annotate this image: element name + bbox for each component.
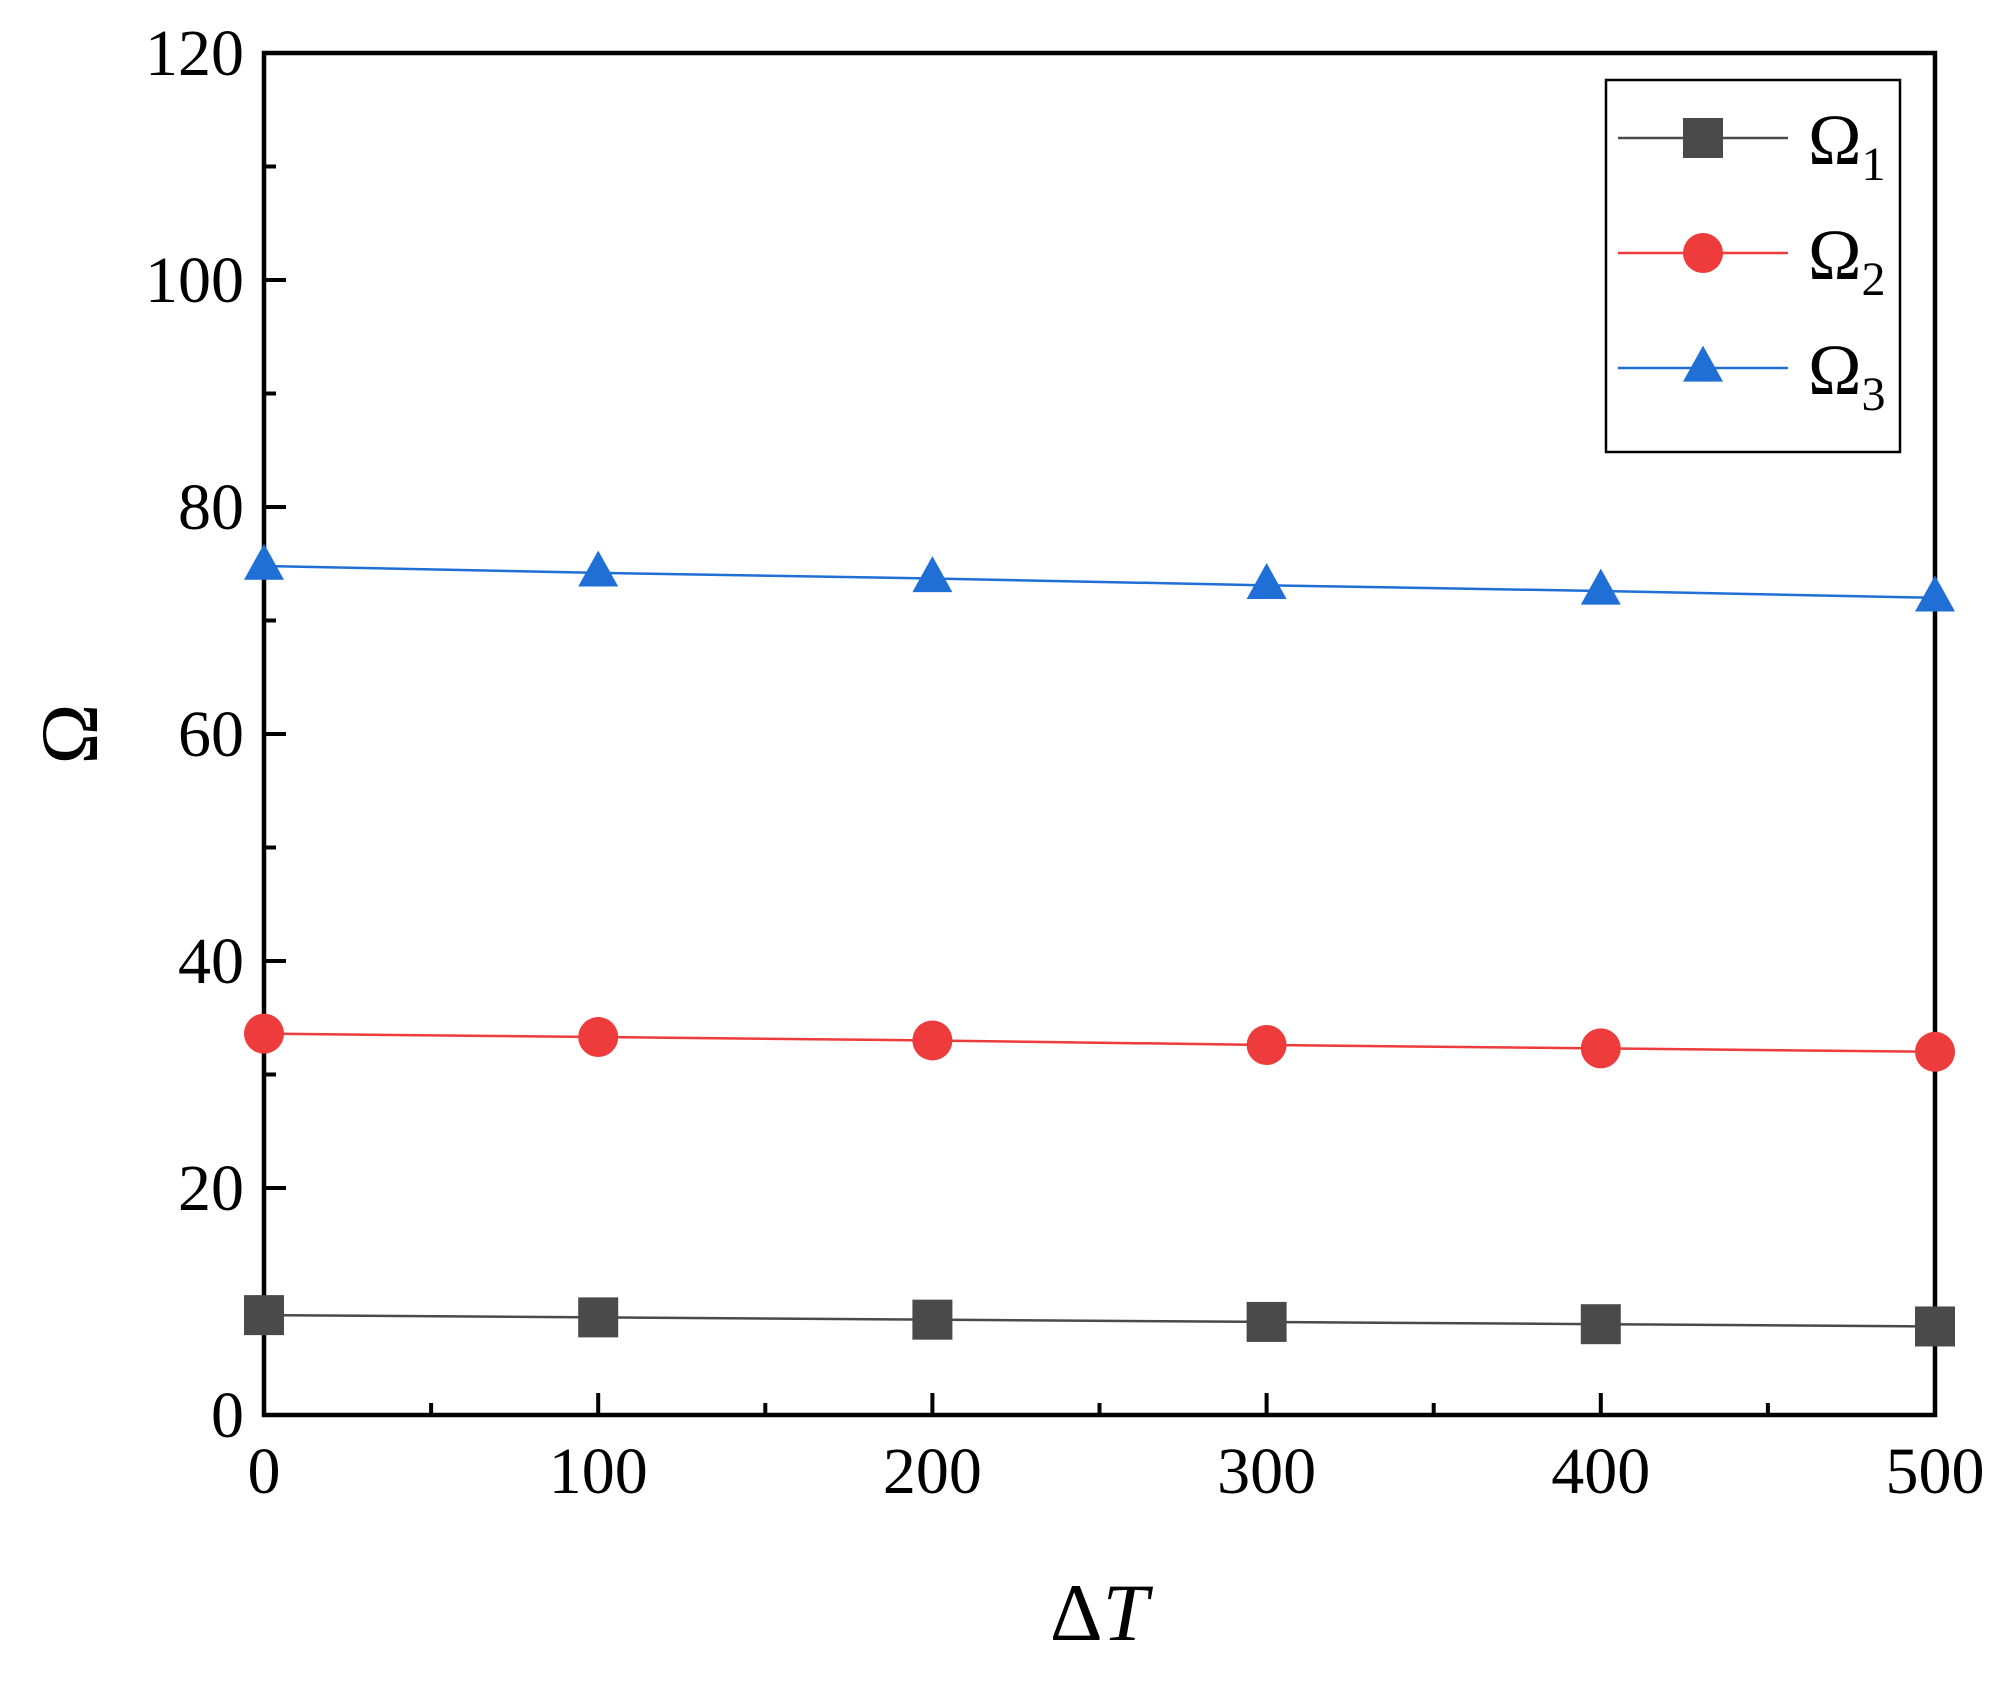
y-axis-ticks: 0 20 40 60 80 100 120 bbox=[145, 17, 286, 1452]
y-tick-label: 0 bbox=[211, 1379, 244, 1452]
x-axis-title-var: T bbox=[1103, 1567, 1154, 1658]
data-point bbox=[1915, 1031, 1955, 1072]
data-point bbox=[244, 543, 284, 580]
series-line bbox=[263, 1032, 1936, 1054]
data-point bbox=[578, 1017, 619, 1058]
x-tick-label: 300 bbox=[1217, 1435, 1316, 1508]
y-tick-label: 20 bbox=[178, 1152, 244, 1225]
data-point bbox=[1246, 562, 1287, 599]
x-tick-label: 0 bbox=[248, 1435, 281, 1508]
data-point bbox=[1246, 1024, 1287, 1065]
data-point bbox=[912, 556, 953, 593]
legend-label: Ω2 bbox=[1808, 215, 1886, 306]
data-point bbox=[1580, 568, 1621, 605]
y-tick-label: 40 bbox=[178, 925, 244, 998]
x-axis-title: ΔT bbox=[1050, 1567, 1154, 1658]
legend-marker bbox=[1683, 118, 1723, 158]
legend-marker bbox=[1683, 345, 1723, 382]
legend-symbol: Ω bbox=[1808, 215, 1862, 295]
data-point bbox=[1915, 575, 1955, 612]
legend-item-1: Ω1 bbox=[1618, 100, 1886, 191]
data-point bbox=[912, 1020, 953, 1061]
legend-symbol: Ω bbox=[1808, 330, 1862, 410]
data-point bbox=[578, 550, 619, 587]
x-tick-label: 400 bbox=[1551, 1435, 1650, 1508]
legend-item-2: Ω2 bbox=[1618, 215, 1886, 306]
x-tick-label: 200 bbox=[883, 1435, 982, 1508]
data-point bbox=[244, 1013, 284, 1054]
legend-item-3: Ω3 bbox=[1618, 330, 1886, 421]
series-layer bbox=[244, 543, 1955, 1347]
data-point bbox=[912, 1299, 953, 1340]
legend-label: Ω3 bbox=[1808, 330, 1886, 421]
legend-subscript: 1 bbox=[1862, 138, 1886, 191]
legend-box bbox=[1604, 78, 1902, 454]
x-tick-label: 100 bbox=[549, 1435, 648, 1508]
data-point bbox=[1246, 1301, 1287, 1342]
x-tick-label: 500 bbox=[1886, 1435, 1985, 1508]
data-point bbox=[1580, 1304, 1621, 1345]
data-point bbox=[1580, 1028, 1621, 1069]
y-axis-title: Ω bbox=[24, 704, 115, 765]
series-2 bbox=[244, 1013, 1955, 1072]
y-tick-label: 80 bbox=[178, 471, 244, 544]
legend-subscript: 3 bbox=[1862, 368, 1886, 421]
legend-label: Ω1 bbox=[1808, 100, 1886, 191]
series-1 bbox=[244, 1295, 1955, 1347]
y-tick-label: 60 bbox=[178, 698, 244, 771]
x-axis-title-symbol: Δ bbox=[1050, 1567, 1103, 1658]
series-3 bbox=[244, 543, 1955, 612]
data-point bbox=[244, 1295, 284, 1336]
y-tick-label: 120 bbox=[145, 17, 244, 90]
data-point bbox=[1915, 1306, 1955, 1347]
legend-marker bbox=[1683, 233, 1723, 273]
y-tick-label: 100 bbox=[145, 244, 244, 317]
series-line bbox=[263, 1313, 1936, 1328]
data-point bbox=[578, 1297, 619, 1338]
legend-subscript: 2 bbox=[1862, 253, 1886, 306]
x-axis-ticks: 0 100 200 300 400 500 bbox=[248, 1393, 1985, 1508]
series-line bbox=[263, 564, 1936, 600]
legend-symbol: Ω bbox=[1808, 100, 1862, 180]
